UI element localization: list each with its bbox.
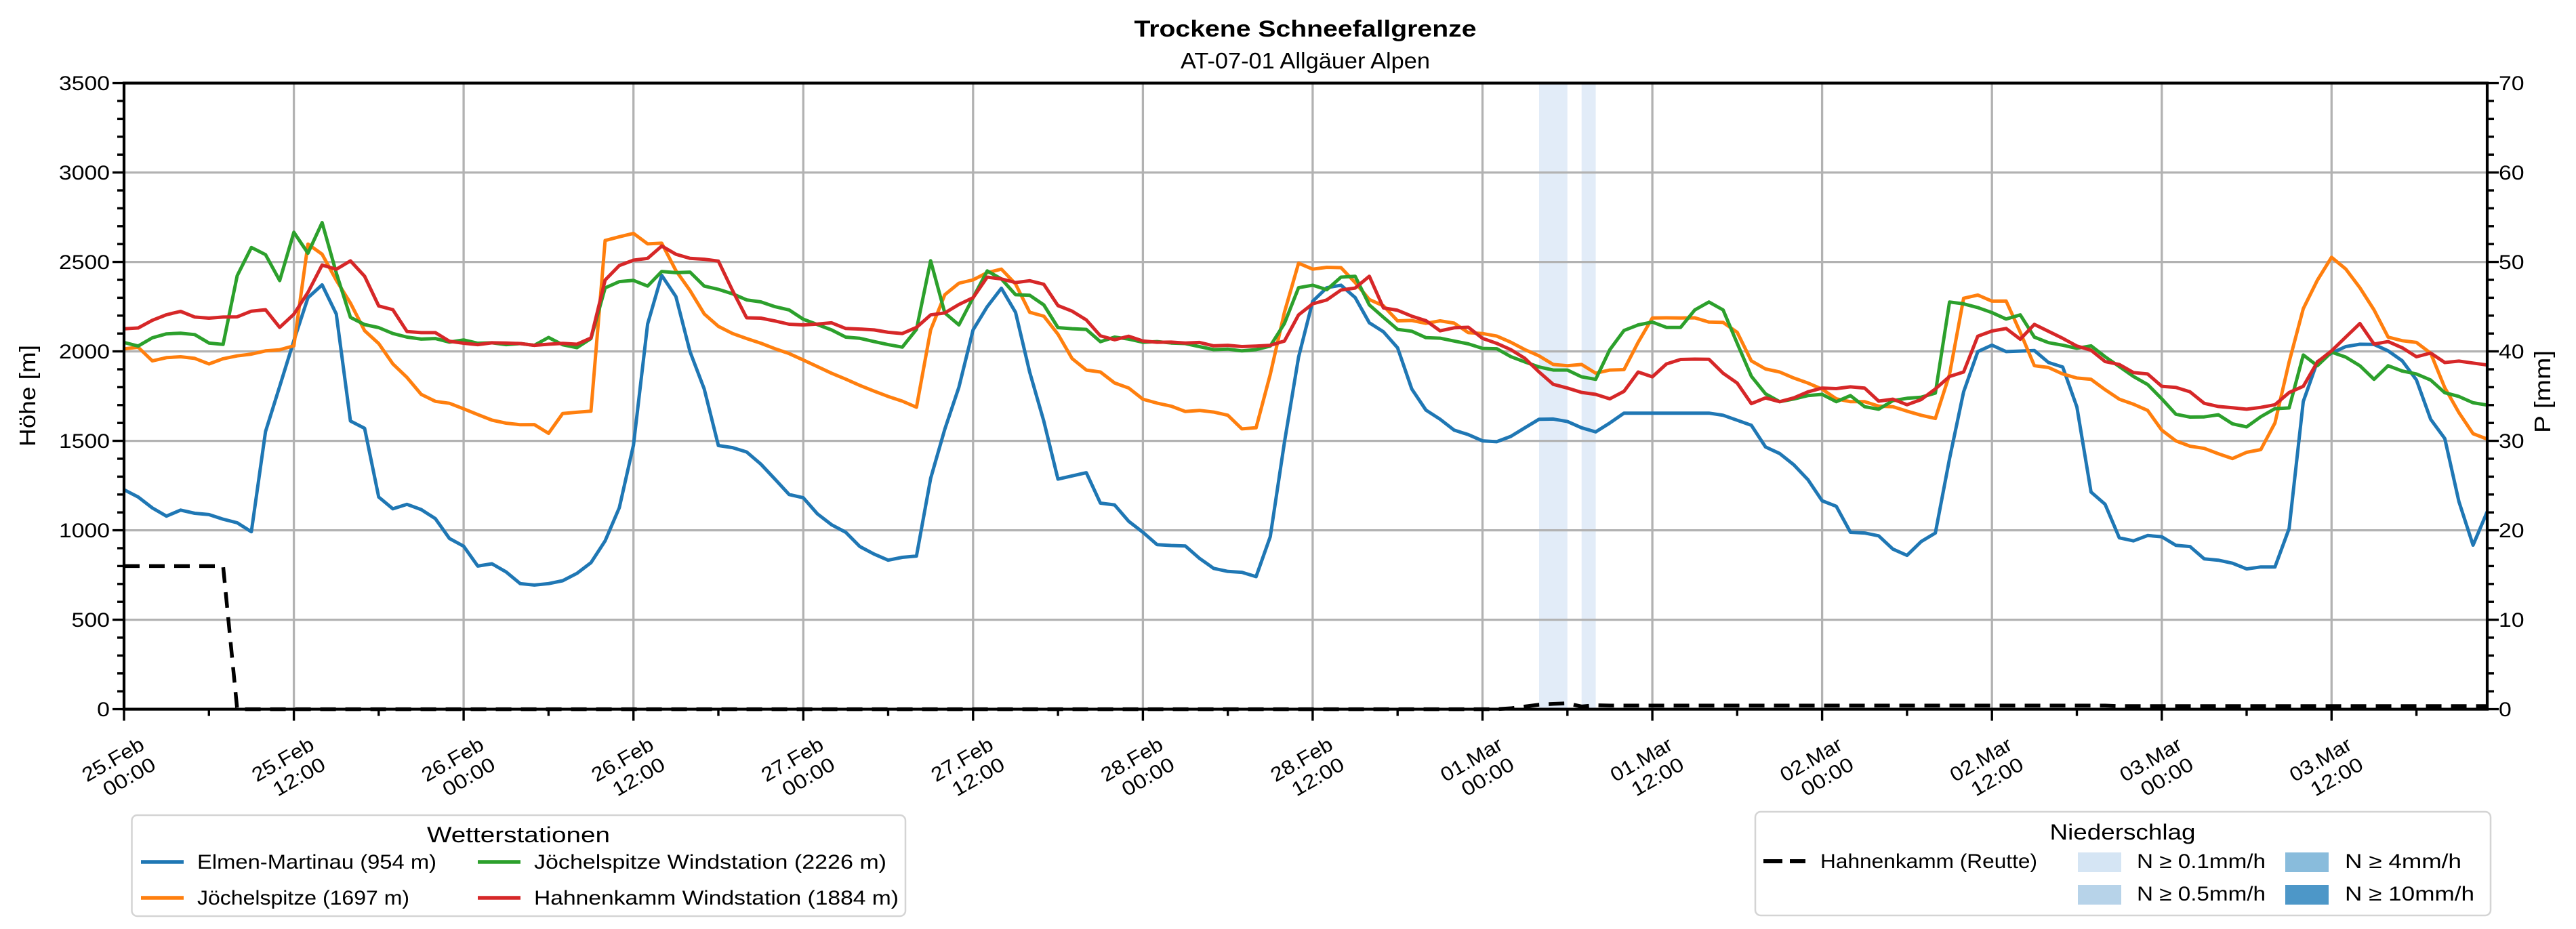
svg-text:40: 40 xyxy=(2499,341,2524,363)
svg-text:N ≥ 0.5mm/h: N ≥ 0.5mm/h xyxy=(2137,883,2266,905)
svg-text:Jöchelspitze (1697 m): Jöchelspitze (1697 m) xyxy=(197,887,409,909)
svg-text:Trockene Schneefallgrenze: Trockene Schneefallgrenze xyxy=(1134,16,1477,42)
svg-text:70: 70 xyxy=(2499,73,2524,95)
svg-text:2000: 2000 xyxy=(59,341,110,363)
svg-text:N ≥ 10mm/h: N ≥ 10mm/h xyxy=(2345,883,2474,905)
svg-text:Niederschlag: Niederschlag xyxy=(2050,820,2196,844)
svg-text:Hahnenkamm Windstation (1884 m: Hahnenkamm Windstation (1884 m) xyxy=(534,887,899,909)
svg-text:P [mm]: P [mm] xyxy=(2530,350,2555,433)
svg-text:Hahnenkamm (Reutte): Hahnenkamm (Reutte) xyxy=(1820,850,2037,873)
svg-text:1500: 1500 xyxy=(59,430,110,453)
svg-text:Höhe [m]: Höhe [m] xyxy=(15,345,40,447)
svg-text:2500: 2500 xyxy=(59,251,110,274)
svg-text:Jöchelspitze Windstation (2226: Jöchelspitze Windstation (2226 m) xyxy=(534,851,886,873)
svg-text:500: 500 xyxy=(72,609,110,632)
svg-text:3000: 3000 xyxy=(59,162,110,184)
svg-text:Elmen-Martinau (954 m): Elmen-Martinau (954 m) xyxy=(197,851,436,873)
svg-text:Wetterstationen: Wetterstationen xyxy=(427,823,610,847)
svg-text:60: 60 xyxy=(2499,162,2524,184)
svg-text:30: 30 xyxy=(2499,430,2524,453)
svg-text:0: 0 xyxy=(97,699,110,721)
svg-text:20: 20 xyxy=(2499,520,2524,542)
svg-text:50: 50 xyxy=(2499,251,2524,274)
svg-text:0: 0 xyxy=(2499,699,2512,721)
svg-text:N ≥ 0.1mm/h: N ≥ 0.1mm/h xyxy=(2137,850,2266,873)
svg-text:N ≥ 4mm/h: N ≥ 4mm/h xyxy=(2345,850,2461,873)
svg-text:10: 10 xyxy=(2499,609,2524,632)
svg-text:1000: 1000 xyxy=(59,520,110,542)
svg-text:3500: 3500 xyxy=(59,73,110,95)
svg-text:AT-07-01 Allgäuer Alpen: AT-07-01 Allgäuer Alpen xyxy=(1181,48,1430,73)
